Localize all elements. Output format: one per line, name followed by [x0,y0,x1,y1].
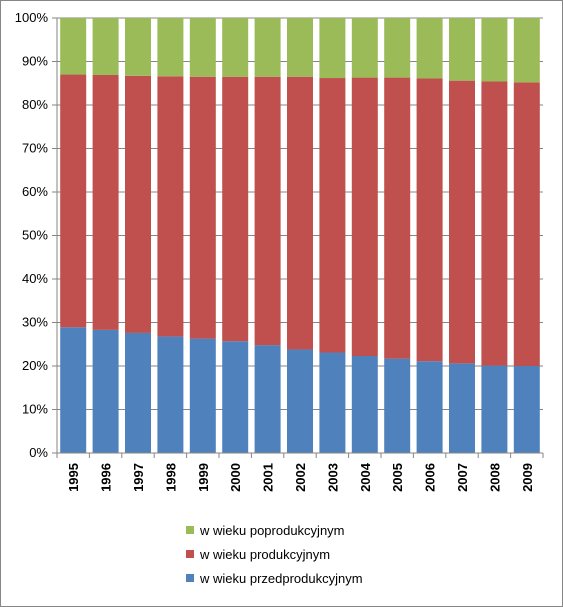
bar-segment [222,18,249,77]
legend-label: w wieku przedprodukcyjnym [200,570,363,586]
bar-segment [513,82,540,366]
bar-segment [384,77,411,359]
x-tick-label: 2001 [261,463,276,492]
bar-segment [416,18,443,79]
x-tick-label: 1995 [66,463,81,492]
bar-segment [222,76,249,342]
y-tick-label: 100% [15,10,49,25]
y-tick-label: 20% [22,358,48,373]
x-tick-label: 2007 [455,463,470,492]
bar-segment [351,77,378,356]
y-tick-label: 0% [29,445,48,460]
bar-segment [351,18,378,78]
bar-segment [449,18,475,81]
bar-segment [60,18,87,75]
bar-segment [449,363,475,453]
legend-swatch-produkcyjnym [186,550,194,558]
bar-segment [481,365,508,453]
bar-segment [416,78,443,362]
x-tick-label: 2002 [293,463,308,492]
x-tick-label: 2004 [358,462,373,492]
bar-segment [319,352,346,453]
bar-segment [125,75,151,333]
x-tick-labels: 1995 1996 1997 1998 1999 2000 2001 2002 2003 2004… [66,462,535,492]
bars [60,18,540,453]
bar-segment [319,18,346,79]
y-tick-label: 30% [22,315,48,330]
bar-segment [287,18,313,77]
legend-label: w wieku produkcyjnym [200,546,331,562]
bar-segment [92,18,119,75]
x-tick-label: 2003 [325,463,340,492]
bar-segment [287,76,313,350]
bar-segment [513,366,540,453]
bar-segment [513,18,540,83]
legend-item: w wieku poprodukcyjnym [186,518,363,542]
x-tick-label: 2006 [423,463,438,492]
legend-item: w wieku przedprodukcyjnym [186,566,363,590]
bar-segment [92,74,119,330]
y-tick-label: 10% [22,402,48,417]
y-tick-label: 90% [22,54,48,69]
bar-segment [384,358,411,453]
bar-segment [189,338,216,453]
legend-item: w wieku produkcyjnym [186,542,363,566]
x-tick-label: 1997 [131,463,146,492]
bar-segment [254,76,281,346]
bar-segment [287,349,313,453]
bar-segment [189,18,216,77]
bar-segment [222,341,249,453]
x-tick-label: 2009 [520,463,535,492]
bar-segment [60,327,87,453]
y-tick-label: 50% [22,228,48,243]
bar-segment [92,329,119,453]
x-tick-label: 2000 [228,463,243,492]
legend-label: w wieku poprodukcyjnym [200,522,345,538]
bar-segment [481,18,508,82]
y-tick-label: 40% [22,271,48,286]
y-tick-label: 60% [22,184,48,199]
bar-segment [416,361,443,453]
bar-segment [351,355,378,453]
x-tick-label: 1998 [163,463,178,492]
legend-swatch-poprodukcyjnym [186,526,194,534]
bar-segment [157,336,184,453]
bar-segment [449,80,475,364]
bar-segment [157,18,184,77]
x-tick-label: 2005 [390,463,405,492]
bar-segment [254,345,281,453]
bar-segment [384,18,411,78]
bar-segment [319,78,346,353]
x-tick-label: 1996 [99,463,114,492]
y-tick-labels: 0% 10% 20% 30% 40% 50% 60% 70% 80% 90% 100% [15,10,49,460]
bar-segment [254,18,281,77]
bar-segment [157,76,184,337]
legend: w wieku poprodukcyjnym w wieku produkcyj… [186,518,363,590]
bar-segment [125,332,151,453]
y-tick-label: 70% [22,141,48,156]
axes [52,17,544,458]
legend-swatch-przedprodukcyjnym [186,574,194,582]
bar-segment [60,74,87,328]
bar-segment [189,76,216,339]
bar-segment [125,18,151,76]
x-tick-label: 2008 [487,463,502,492]
x-tick-label: 1999 [196,463,211,492]
bar-segment [481,81,508,366]
y-tick-label: 80% [22,97,48,112]
